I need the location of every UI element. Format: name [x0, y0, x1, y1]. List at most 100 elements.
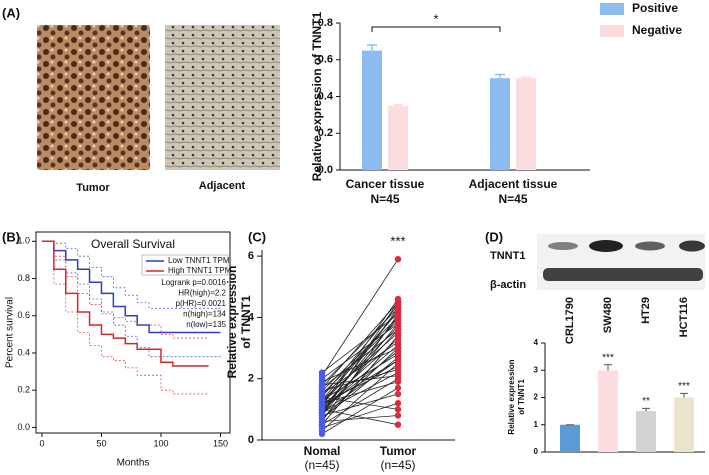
data-point — [394, 308, 402, 315]
blot-label: TNNT1 — [490, 250, 525, 262]
pair-line — [321, 387, 399, 435]
pair-line — [321, 307, 399, 386]
legend-box — [141, 254, 229, 276]
pair-line — [321, 396, 399, 410]
y-tick-label: 0.0 — [17, 422, 30, 432]
y-axis-label: Relative expression — [507, 359, 516, 434]
error-bar — [604, 364, 612, 371]
data-point — [394, 357, 402, 364]
pair-line — [321, 301, 399, 389]
data-point — [394, 320, 402, 327]
pair-line — [321, 402, 399, 429]
annotation: *** — [602, 352, 614, 363]
panel-label: (A) — [2, 5, 20, 20]
data-point — [318, 400, 326, 407]
data-point — [394, 412, 402, 419]
category-label: SW480 — [602, 297, 614, 333]
y-tick-label: 0.6 — [17, 310, 30, 320]
x-tick-label: 0 — [39, 438, 44, 448]
data-point — [394, 366, 402, 373]
x-tick-label: Cancer tissue — [346, 177, 425, 191]
error-bar — [680, 392, 688, 398]
tumor-image — [37, 25, 150, 170]
y-tick-label: 0.8 — [318, 17, 333, 29]
legend-label: Low TNNT1 TPM — [168, 256, 230, 265]
legend-swatch — [600, 25, 624, 37]
bar — [388, 105, 408, 170]
y-tick-label: 4 — [248, 311, 255, 323]
x-axis-label: Months — [117, 458, 150, 469]
pair-line — [321, 317, 399, 392]
bar — [560, 424, 580, 452]
adjacent-image — [165, 25, 280, 170]
pair-line — [321, 329, 399, 389]
pair-line — [321, 323, 399, 380]
data-point — [394, 400, 402, 407]
annotation: ** — [642, 396, 650, 407]
data-point — [394, 255, 402, 263]
y-tick-label: 0.2 — [318, 127, 333, 139]
data-point — [394, 421, 402, 428]
pair-line — [321, 258, 399, 376]
image-caption: Tumor — [76, 182, 110, 194]
blot-label: β-actin — [490, 279, 526, 291]
data-point — [394, 390, 402, 398]
category-label: CRL1790 — [564, 297, 576, 344]
category-label: HT29 — [640, 297, 652, 324]
error-bar — [642, 407, 650, 412]
annotation: n(high)=134 — [183, 310, 226, 319]
error-bar — [495, 73, 505, 79]
y-tick-label: 6 — [248, 250, 254, 262]
pair-line — [321, 353, 399, 401]
annotation: *** — [678, 381, 690, 392]
bar — [516, 78, 536, 170]
pair-line — [321, 415, 399, 423]
annotation: * — [433, 11, 438, 26]
pair-line — [321, 335, 399, 425]
plot-frame — [35, 231, 231, 434]
pair-line — [321, 311, 399, 404]
category-label: HCT116 — [678, 297, 690, 337]
y-axis-label: Relative expression of TNNT1 — [310, 11, 324, 181]
x-tick-label: N=45 — [370, 192, 399, 206]
data-point — [394, 298, 402, 306]
data-point — [394, 384, 402, 392]
pair-line — [321, 363, 399, 432]
confidence-line — [41, 240, 209, 395]
y-tick-label: 0 — [248, 434, 254, 446]
pair-line — [321, 347, 399, 383]
bar — [490, 78, 510, 170]
y-tick-label: 0.0 — [318, 164, 333, 176]
survival-line — [41, 240, 209, 367]
x-tick-label: Tumor — [380, 444, 417, 458]
bar — [362, 50, 382, 170]
bar — [674, 397, 694, 452]
y-axis-label: Percent survival — [5, 297, 16, 368]
y-axis-label: Relative expression — [225, 266, 239, 379]
chart-title: Overall Survival — [91, 237, 175, 251]
x-tick-label: Adjacent tissue — [469, 177, 558, 191]
x-tick-label: N=45 — [498, 192, 527, 206]
panel-label: (D) — [485, 229, 503, 244]
bar — [598, 370, 618, 452]
confidence-line — [41, 240, 221, 309]
legend-label: High TNNT1 TPM — [168, 266, 232, 275]
y-tick-label: 0.8 — [17, 273, 30, 283]
y-tick-label: 2 — [248, 373, 254, 385]
annotation: n(low)=135 — [186, 320, 226, 329]
x-tick-label: 150 — [213, 438, 228, 448]
y-tick-label: 0.2 — [17, 385, 30, 395]
data-point — [394, 326, 402, 333]
pair-line — [321, 381, 399, 404]
x-tick-label: (n=45) — [380, 458, 415, 472]
y-tick-label: 0 — [534, 447, 539, 456]
data-point — [394, 378, 402, 385]
annotation: p(HR)=0.0021 — [176, 299, 227, 308]
y-tick-label: 0.6 — [318, 54, 333, 66]
pair-line — [321, 366, 399, 404]
y-tick-label: 0.4 — [318, 90, 334, 102]
legend-label: Positive — [632, 1, 678, 15]
error-bar — [393, 104, 403, 106]
data-point — [394, 350, 402, 358]
y-axis-label: of TNNT1 — [517, 379, 526, 415]
